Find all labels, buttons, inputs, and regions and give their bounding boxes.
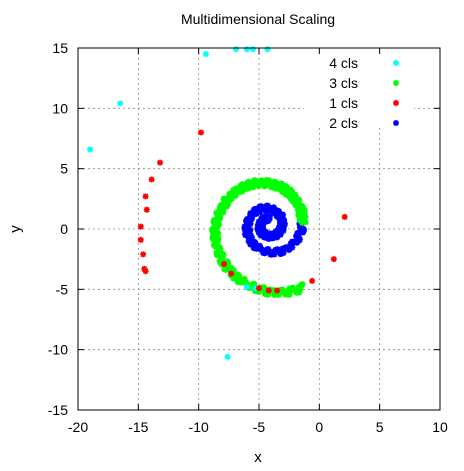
point-2-cls: [252, 241, 259, 248]
point-3-cls: [300, 205, 307, 212]
point-1-cls: [228, 270, 235, 277]
legend: 4 cls 3 cls 1 cls 2 cls: [329, 55, 399, 131]
legend-label: 3 cls: [329, 75, 358, 91]
point-3-cls: [231, 192, 238, 199]
point-2-cls: [271, 251, 278, 258]
point-3-cls: [222, 203, 229, 210]
point-3-cls: [270, 286, 277, 293]
legend-label: 1 cls: [329, 95, 358, 111]
x-tick-label: 0: [315, 419, 323, 435]
point-1-cls: [143, 206, 150, 213]
legend-marker: [393, 80, 399, 86]
point-3-cls: [281, 183, 288, 190]
point-3-cls: [230, 187, 237, 194]
chart-title: Multidimensional Scaling: [181, 11, 335, 27]
point-3-cls: [290, 191, 297, 198]
y-tick-label: -10: [48, 342, 68, 358]
point-3-cls: [294, 196, 301, 203]
point-3-cls: [230, 267, 237, 274]
point-3-cls: [272, 185, 279, 192]
point-1-cls: [142, 268, 149, 275]
x-tick-label: -20: [68, 419, 88, 435]
point-3-cls: [246, 285, 253, 292]
point-1-cls: [142, 193, 149, 200]
x-tick-label: -15: [128, 419, 148, 435]
legend-label: 4 cls: [329, 55, 358, 71]
point-4-cls: [249, 46, 256, 53]
point-4-cls: [87, 146, 94, 153]
point-3-cls: [261, 285, 268, 292]
point-3-cls: [287, 186, 294, 193]
x-tick-label: 10: [432, 419, 448, 435]
point-1-cls: [309, 277, 316, 284]
point-3-cls: [209, 236, 216, 243]
x-axis-label: x: [254, 449, 262, 466]
point-1-cls: [141, 265, 148, 272]
x-tick-label: -10: [189, 419, 209, 435]
point-2-cls: [282, 244, 289, 251]
y-tick-label: -5: [56, 281, 69, 297]
y-tick-label: 5: [60, 161, 68, 177]
legend-marker: [393, 100, 399, 106]
x-tick-label: 5: [376, 419, 384, 435]
point-3-cls: [263, 177, 270, 184]
point-4-cls: [243, 46, 250, 53]
point-3-cls: [209, 228, 216, 235]
point-3-cls: [230, 275, 237, 282]
point-1-cls: [221, 260, 228, 267]
point-2-cls: [247, 241, 254, 248]
point-1-cls: [148, 176, 155, 183]
point-1-cls: [140, 251, 147, 258]
point-4-cls: [224, 353, 231, 360]
point-1-cls: [137, 236, 144, 243]
y-tick-label: 0: [60, 221, 68, 237]
legend-label: 2 cls: [329, 115, 358, 131]
point-3-cls: [220, 209, 227, 216]
point-3-cls: [236, 274, 243, 281]
point-2-cls: [270, 209, 277, 216]
point-4-cls: [202, 51, 209, 58]
point-1-cls: [198, 129, 205, 136]
point-3-cls: [277, 186, 284, 193]
point-3-cls: [301, 211, 308, 218]
point-1-cls: [256, 285, 262, 292]
point-3-cls: [292, 201, 299, 208]
point-4-cls: [117, 100, 124, 107]
point-3-cls: [251, 280, 258, 287]
x-tick-label: -5: [253, 419, 266, 435]
legend-marker: [393, 120, 399, 126]
y-tick-label: 15: [52, 40, 68, 56]
point-3-cls: [290, 284, 297, 291]
point-3-cls: [265, 291, 272, 298]
legend-background: [304, 44, 414, 128]
point-3-cls: [282, 190, 289, 197]
point-1-cls: [157, 159, 164, 166]
point-4-cls: [243, 283, 250, 290]
point-3-cls: [237, 189, 244, 196]
point-4-cls: [264, 46, 271, 53]
y-tick-label: -15: [48, 402, 68, 418]
point-1-cls: [274, 287, 281, 294]
point-4-cls: [252, 285, 259, 292]
point-2-cls: [275, 246, 282, 253]
point-3-cls: [255, 288, 262, 295]
legend-marker: [393, 60, 399, 66]
point-3-cls: [211, 219, 218, 226]
point-1-cls: [341, 213, 348, 220]
point-1-cls: [265, 287, 272, 294]
point-4-cls: [233, 46, 240, 53]
y-tick-label: 10: [52, 100, 68, 116]
point-3-cls: [299, 281, 306, 288]
point-3-cls: [213, 231, 220, 238]
point-1-cls: [137, 223, 144, 230]
point-2-cls: [249, 234, 256, 241]
point-1-cls: [330, 256, 337, 263]
point-2-cls: [281, 220, 288, 227]
y-axis-label: y: [7, 225, 24, 233]
